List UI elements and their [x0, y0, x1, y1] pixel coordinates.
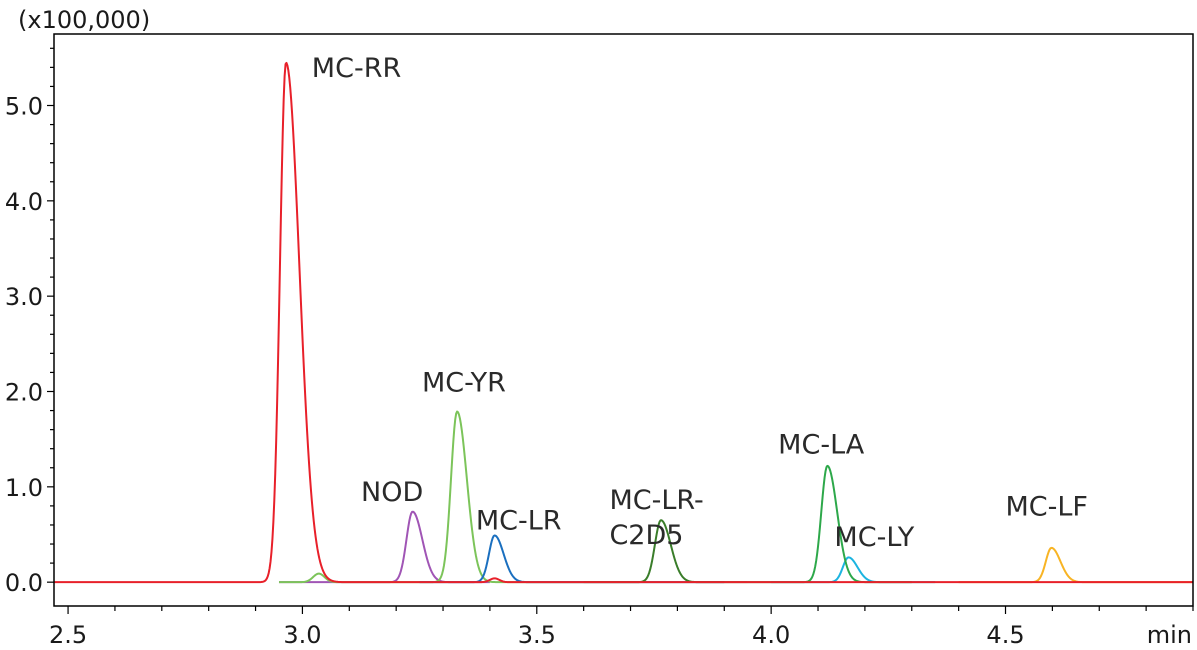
- peak-label-line: MC-LF: [1006, 491, 1088, 522]
- peak-label: NOD: [361, 477, 423, 508]
- peak-label: MC-YR: [422, 368, 506, 399]
- x-tick-label: 2.5: [49, 621, 87, 649]
- peak-label-line: MC-LR-: [609, 485, 703, 516]
- x-axis: 2.5 3.0 3.5 4.0 4.5: [49, 606, 1193, 649]
- x-tick-label: 3.0: [283, 621, 321, 649]
- peak-label: MC-LF: [1006, 491, 1088, 522]
- x-tick-label: 3.5: [518, 621, 556, 649]
- peak-label: MC-LR: [476, 506, 562, 537]
- peak-label-line: C2D5: [609, 520, 683, 551]
- peak-label-line: MC-LA: [778, 429, 865, 460]
- peak-label-line: NOD: [361, 477, 423, 508]
- y-tick-label: 0.0: [5, 569, 43, 597]
- annotation-layer: MC-RR NOD MC-YR MC-LR MC-LR- C2D5 MC-LA MC-LY MC…: [312, 53, 1088, 553]
- x-tick-label: 4.5: [986, 621, 1024, 649]
- y-tick-label: 4.0: [5, 188, 43, 216]
- peak-label-line: MC-RR: [312, 53, 401, 84]
- peak-label-line: MC-LY: [834, 522, 914, 553]
- peak-label: MC-LY: [834, 522, 914, 553]
- y-tick-label: 1.0: [5, 474, 43, 502]
- series-line-mc-lf: [959, 548, 1193, 582]
- peak-label: MC-RR: [312, 53, 401, 84]
- y-tick-label: 3.0: [5, 283, 43, 311]
- peak-label-line: MC-LR: [476, 506, 562, 537]
- peak-label: MC-LA: [778, 429, 865, 460]
- y-tick-label: 5.0: [5, 93, 43, 121]
- y-tick-label: 2.0: [5, 379, 43, 407]
- peak-label: MC-LR- C2D5: [609, 485, 703, 551]
- series-line-nod: [279, 512, 490, 582]
- peak-label-line: MC-YR: [422, 368, 506, 399]
- x-tick-label: 4.0: [752, 621, 790, 649]
- x-unit-label: min: [1147, 621, 1192, 649]
- y-scale-label: (x100,000): [18, 6, 150, 34]
- series-line-mc-yr: [279, 412, 584, 583]
- y-axis: 0.0 1.0 2.0 3.0 4.0 5.0: [5, 48, 54, 597]
